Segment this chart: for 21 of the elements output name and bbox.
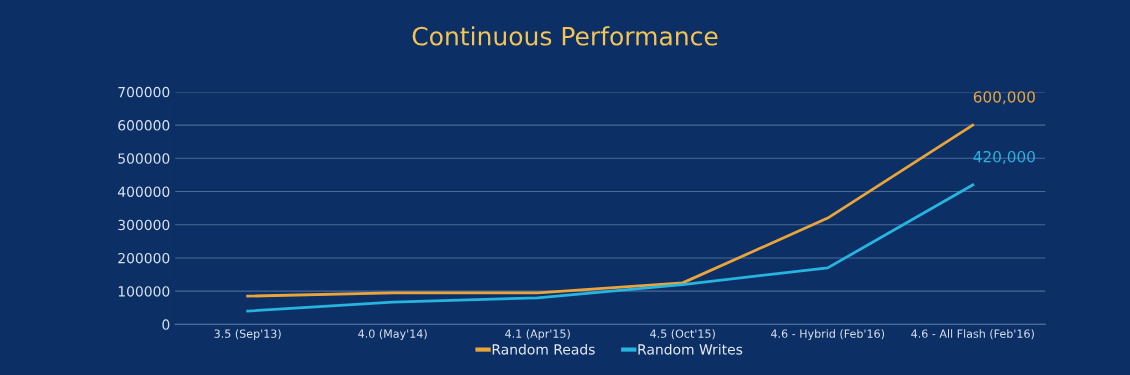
- x-tick-label: 4.6 - Hybrid (Feb'16): [771, 329, 885, 340]
- chart-title: Continuous Performance: [412, 26, 718, 46]
- line-series: [246, 183, 975, 313]
- x-tick-label: 4.1 (Apr'15): [505, 329, 570, 340]
- y-tick-label: 400000: [117, 186, 170, 197]
- legend-label: Random Writes: [638, 343, 743, 355]
- x-tick-label: 3.5 (Sep'13): [214, 329, 281, 340]
- data-label: 600,000: [973, 91, 1035, 105]
- x-tick-label: 4.5 (Oct'15): [650, 329, 715, 340]
- legend-label: Random Reads: [492, 343, 595, 355]
- y-tick-label: 100000: [118, 286, 170, 297]
- y-tick-label: 300000: [118, 219, 170, 231]
- line-series: [246, 123, 975, 298]
- y-tick-label: 700000: [118, 86, 170, 98]
- x-tick-label: 4.0 (May'14): [358, 329, 427, 340]
- y-tick-label: 0: [162, 319, 170, 330]
- y-tick-label: 500000: [118, 153, 170, 164]
- data-label: 420,000: [973, 150, 1035, 165]
- y-tick-label: 600000: [118, 120, 170, 131]
- x-tick-label: 4.6 - All Flash (Feb'16): [911, 329, 1034, 340]
- y-tick-label: 200000: [118, 252, 170, 264]
